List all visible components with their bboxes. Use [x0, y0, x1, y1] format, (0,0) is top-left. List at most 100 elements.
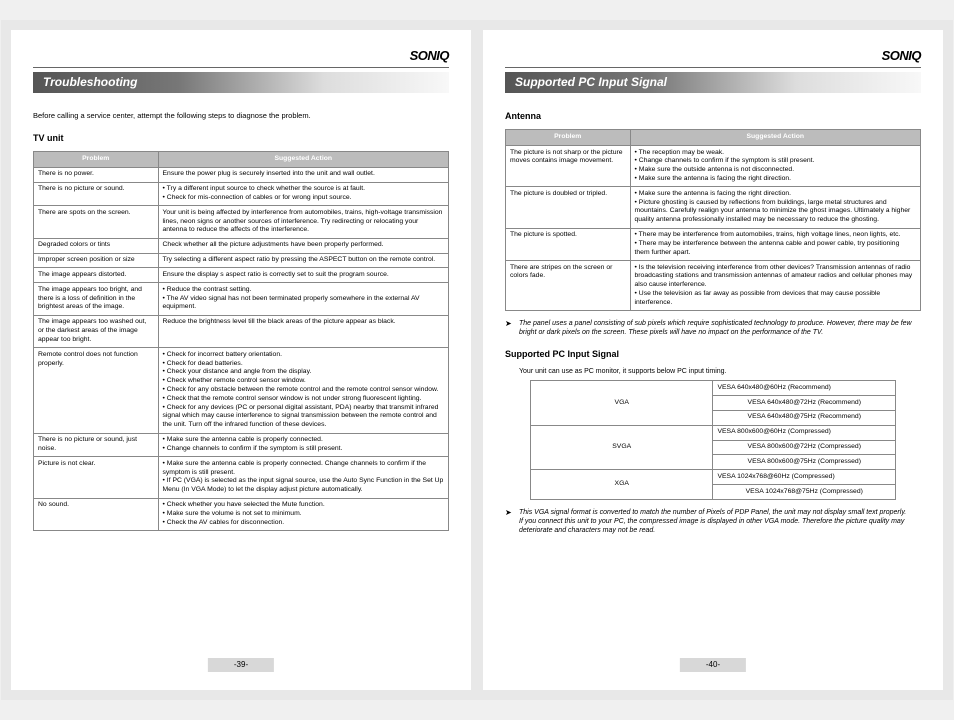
problem-cell: The picture is doubled or tripled.	[506, 187, 631, 228]
action-cell: Reduce the brightness level till the bla…	[158, 315, 449, 347]
signal-mode: VESA 640x480@75Hz (Recommend)	[713, 410, 896, 425]
table-row: Improper screen position or sizeTry sele…	[34, 253, 449, 268]
action-cell: Make sure the antenna is facing the righ…	[630, 187, 921, 228]
signal-mode: VESA 640x480@72Hz (Recommend)	[713, 396, 896, 411]
action-item: Make sure the outside antenna is not dis…	[635, 166, 917, 175]
top-divider	[33, 67, 449, 68]
action-item: There may be interference from automobil…	[635, 231, 917, 240]
action-item: Check for incorrect battery orientation.	[163, 351, 445, 360]
action-item: There may be interference between the an…	[635, 240, 917, 258]
signal-mode: VESA 1024x768@75Hz (Compressed)	[713, 485, 896, 500]
action-item: The AV video signal has not been termina…	[163, 295, 445, 313]
problem-cell: There are stripes on the screen or color…	[506, 261, 631, 311]
action-item: Reduce the contrast setting.	[163, 286, 445, 295]
problem-cell: There are spots on the screen.	[34, 206, 159, 238]
table-row: Picture is not clear.Make sure the anten…	[34, 457, 449, 498]
problem-cell: The image appears too bright, and there …	[34, 283, 159, 315]
signal-row: VGAVESA 640x480@60Hz (Recommend)	[530, 381, 895, 396]
page-spread: SONIQ Troubleshooting Before calling a s…	[1, 20, 953, 700]
problem-cell: Degraded colors or tints	[34, 238, 159, 253]
th-problem: Problem	[506, 130, 631, 146]
action-item: Make sure the antenna is facing the righ…	[635, 175, 917, 184]
page-number-left: -39-	[208, 658, 274, 672]
table-row: There are spots on the screen.Your unit …	[34, 206, 449, 238]
problem-cell: The picture is spotted.	[506, 228, 631, 260]
table-row: The picture is doubled or tripled. Make s…	[506, 187, 921, 228]
problem-cell: There is no picture or sound, just noise…	[34, 433, 159, 457]
action-cell: Is the television receiving interference…	[630, 261, 921, 311]
action-item: Check whether remote control sensor wind…	[163, 377, 445, 386]
subheading-tvunit: TV unit	[33, 133, 449, 145]
table-row: The image appears too washed out, or the…	[34, 315, 449, 347]
action-item: Check that the remote control sensor win…	[163, 395, 445, 404]
action-item: Make sure the volume is not set to minim…	[163, 510, 445, 519]
action-cell: There may be interference from automobil…	[630, 228, 921, 260]
top-divider	[505, 67, 921, 68]
signal-row: SVGAVESA 800x600@60Hz (Compressed)	[530, 425, 895, 440]
action-item: Is the television receiving interference…	[635, 264, 917, 290]
subheading-antenna: Antenna	[505, 111, 921, 123]
action-cell: Reduce the contrast setting.The AV video…	[158, 283, 449, 315]
action-cell: Make sure the antenna cable is properly …	[158, 457, 449, 498]
action-item: If PC (VGA) is selected as the input sig…	[163, 477, 445, 495]
action-cell: Make sure the antenna cable is properly …	[158, 433, 449, 457]
table-row: The image appears too bright, and there …	[34, 283, 449, 315]
vga-note: This VGA signal format is converted to m…	[505, 508, 921, 535]
table-row: The image appears distorted.Ensure the d…	[34, 268, 449, 283]
action-cell: Ensure the power plug is securely insert…	[158, 167, 449, 182]
action-item: Try a different input source to check wh…	[163, 185, 445, 194]
problem-cell: The image appears distorted.	[34, 268, 159, 283]
action-item: Check for mis-connection of cables or fo…	[163, 194, 445, 203]
action-item: Make sure the antenna is facing the righ…	[635, 190, 917, 199]
brand-logo-right: SONIQ	[505, 48, 921, 65]
problem-cell: There is no picture or sound.	[34, 182, 159, 206]
action-item: Check the AV cables for disconnection.	[163, 519, 445, 528]
action-item: Check for dead batteries.	[163, 360, 445, 369]
signal-standard: SVGA	[530, 425, 713, 469]
action-item: Change channels to confirm if the sympto…	[635, 157, 917, 166]
signal-standard: VGA	[530, 381, 713, 425]
table-row: No sound.Check whether you have selected…	[34, 498, 449, 530]
problem-cell: The picture is not sharp or the picture …	[506, 146, 631, 187]
action-cell: Ensure the display s aspect ratio is cor…	[158, 268, 449, 283]
troubleshooting-table: Problem Suggested Action There is no pow…	[33, 151, 449, 531]
antenna-table: Problem Suggested Action The picture is …	[505, 129, 921, 311]
problem-cell: Picture is not clear.	[34, 457, 159, 498]
action-item: Check for any obstacle between the remot…	[163, 386, 445, 395]
section-header-troubleshooting: Troubleshooting	[33, 72, 449, 94]
signal-table: VGAVESA 640x480@60Hz (Recommend)VESA 640…	[530, 380, 896, 500]
page-left: SONIQ Troubleshooting Before calling a s…	[11, 30, 471, 690]
signal-row: XGAVESA 1024x768@60Hz (Compressed)	[530, 470, 895, 485]
table-row: Remote control does not function properl…	[34, 348, 449, 433]
action-cell: Check whether all the picture adjustment…	[158, 238, 449, 253]
action-item: Picture ghosting is caused by reflection…	[635, 199, 917, 225]
action-item: Check for any devices (PC or personal di…	[163, 404, 445, 430]
signal-mode: VESA 800x600@60Hz (Compressed)	[713, 425, 896, 440]
action-item: Check whether you have selected the Mute…	[163, 501, 445, 510]
problem-cell: Remote control does not function properl…	[34, 348, 159, 433]
action-cell: The reception may be weak.Change channel…	[630, 146, 921, 187]
th-problem: Problem	[34, 151, 159, 167]
action-item: Change channels to confirm if the sympto…	[163, 445, 445, 454]
table-row: There are stripes on the screen or color…	[506, 261, 921, 311]
action-cell: Check whether you have selected the Mute…	[158, 498, 449, 530]
problem-cell: There is no power.	[34, 167, 159, 182]
action-item: Use the television as far away as possib…	[635, 290, 917, 308]
signal-standard: XGA	[530, 470, 713, 500]
table-row: There is no picture or sound. Try a diffe…	[34, 182, 449, 206]
page-right: SONIQ Supported PC Input Signal Antenna …	[483, 30, 943, 690]
table-row: Degraded colors or tintsCheck whether al…	[34, 238, 449, 253]
page-number-right: -40-	[680, 658, 746, 672]
table-row: There is no power.Ensure the power plug …	[34, 167, 449, 182]
intro-text: Before calling a service center, attempt…	[33, 111, 449, 121]
section-header-pcsignal: Supported PC Input Signal	[505, 72, 921, 94]
action-cell: Try selecting a different aspect ratio b…	[158, 253, 449, 268]
action-cell: Check for incorrect battery orientation.…	[158, 348, 449, 433]
table-row: The picture is not sharp or the picture …	[506, 146, 921, 187]
signal-mode: VESA 640x480@60Hz (Recommend)	[713, 381, 896, 396]
action-cell: Your unit is being affected by interfere…	[158, 206, 449, 238]
signal-mode: VESA 800x600@72Hz (Compressed)	[713, 440, 896, 455]
signal-intro: Your unit can use as PC monitor, it supp…	[505, 367, 921, 376]
action-item: Make sure the antenna cable is properly …	[163, 460, 445, 478]
th-action: Suggested Action	[630, 130, 921, 146]
